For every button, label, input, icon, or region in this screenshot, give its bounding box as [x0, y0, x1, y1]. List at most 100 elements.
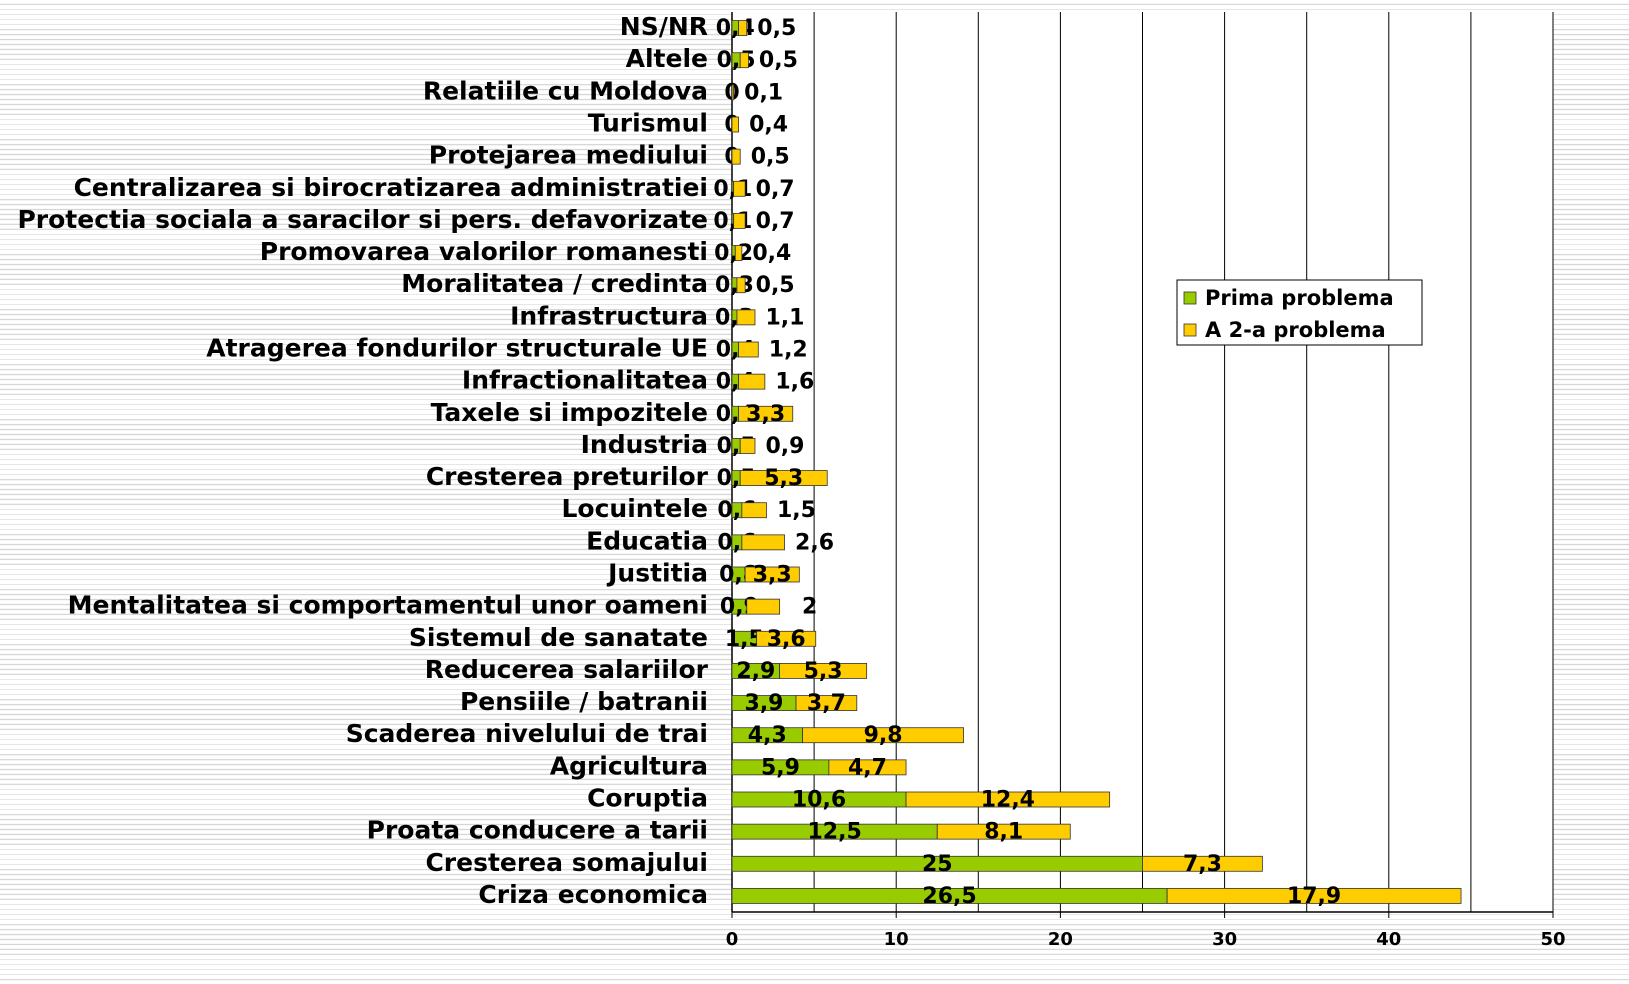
category-label: Cresterea preturilor — [426, 462, 709, 491]
data-label: 17,9 — [1287, 884, 1341, 909]
data-label: 1,2 — [769, 338, 808, 363]
bar-segment — [731, 116, 739, 133]
bar-segment — [731, 84, 735, 101]
category-label: Reducerea salariilor — [425, 655, 709, 684]
bar-segment — [1142, 855, 1263, 872]
data-label: 3,6 — [767, 627, 806, 652]
data-label: 0,1 — [744, 80, 783, 105]
category-label: Educatia — [586, 526, 708, 555]
bar-segment — [741, 534, 785, 551]
data-label: 9,8 — [864, 723, 903, 748]
data-label: 0,5 — [717, 48, 756, 73]
category-label: Scaderea nivelului de trai — [346, 719, 708, 748]
category-label: Atragerea fondurilor structurale UE — [206, 334, 708, 363]
category-label: Protectia sociala a saracilor si pers. d… — [17, 205, 708, 234]
bar-segment — [1166, 888, 1462, 904]
data-label: 0,3 — [715, 273, 754, 298]
data-label: 3,9 — [745, 691, 784, 716]
bar-segment — [738, 341, 759, 358]
category-label: Relatiile cu Moldova — [423, 76, 708, 105]
data-label: 2 — [802, 595, 817, 620]
bar-segment — [828, 759, 907, 776]
category-label: Infrastructura — [510, 301, 708, 330]
category-label: Promovarea valorilor romanesti — [260, 237, 708, 266]
bar-segment — [739, 52, 749, 69]
category-label: Mentalitatea si comportamentul unor oame… — [68, 591, 708, 620]
legend-swatch — [1183, 323, 1197, 337]
data-label: 5,3 — [764, 466, 803, 491]
bar-segment — [739, 438, 756, 454]
bar-segment — [736, 309, 756, 326]
data-label: 0,7 — [756, 177, 795, 202]
category-label: Industria — [581, 430, 708, 459]
data-label: 7,3 — [1183, 852, 1222, 877]
data-label: 12,4 — [981, 788, 1035, 813]
data-label: 5,3 — [804, 659, 843, 684]
data-label: 0,5 — [759, 48, 798, 73]
legend-label: Prima problema — [1205, 286, 1394, 310]
category-label: Cresterea somajului — [425, 848, 708, 877]
data-label: 3,7 — [807, 691, 846, 716]
category-label: Criza economica — [478, 880, 708, 909]
category-label: Moralitatea / credinta — [401, 269, 708, 298]
category-label: Agricultura — [550, 751, 708, 780]
bar-segment — [741, 502, 767, 519]
x-tick-label: 40 — [1376, 929, 1401, 950]
bar-segment — [779, 663, 868, 679]
bar-segment — [905, 791, 1111, 808]
bar-segment — [802, 727, 964, 744]
data-label: 26,5 — [922, 884, 976, 909]
data-label: 0,4 — [749, 113, 788, 138]
data-label: 1,6 — [775, 370, 814, 395]
x-tick-label: 30 — [1212, 929, 1237, 950]
bar-segment — [734, 245, 743, 261]
category-label: Proata conducere a tarii — [367, 816, 708, 845]
x-tick-label: 0 — [726, 929, 739, 950]
bar-segment — [738, 373, 766, 390]
bar-segment — [739, 470, 828, 486]
category-label: Sistemul de sanatate — [409, 623, 708, 652]
data-label: 3,3 — [746, 402, 785, 427]
category-label: Turismul — [588, 109, 708, 138]
data-label: 0,4 — [716, 16, 755, 41]
category-label: Centralizarea si birocratizarea administ… — [74, 173, 708, 202]
data-label: 3,3 — [753, 563, 792, 588]
data-label: 25 — [922, 852, 953, 877]
bar-segment — [795, 695, 858, 711]
x-tick-label: 50 — [1540, 929, 1565, 950]
bar-segment — [746, 598, 781, 615]
data-label: 10,6 — [792, 788, 846, 813]
x-tick-label: 20 — [1048, 929, 1073, 950]
bar-segment — [738, 405, 794, 422]
category-label: Locuintele — [561, 494, 708, 523]
data-label: 1,5 — [777, 498, 816, 523]
data-label: 2,6 — [795, 530, 834, 555]
legend-swatch — [1183, 291, 1197, 305]
legend-label: A 2-a problema — [1205, 318, 1386, 342]
data-label: 0,7 — [756, 209, 795, 234]
data-label: 0,5 — [757, 16, 796, 41]
bar-segment — [733, 213, 746, 229]
category-label: Infractionalitatea — [462, 366, 708, 395]
data-label: 2,9 — [736, 659, 775, 684]
data-label: 0,5 — [751, 145, 790, 170]
category-label: Protejarea mediului — [429, 141, 708, 170]
bar-segment — [736, 277, 746, 294]
category-label: Coruptia — [587, 784, 708, 813]
bar-segment — [733, 180, 746, 197]
data-label: 0,2 — [714, 241, 753, 266]
bar-segment — [738, 20, 748, 36]
data-label: 12,5 — [807, 820, 861, 845]
data-label: 0,5 — [756, 273, 795, 298]
bar-segment — [936, 823, 1071, 840]
x-tick-label: 10 — [884, 929, 909, 950]
data-label: 1,1 — [765, 305, 804, 330]
data-label: 0,9 — [765, 434, 804, 459]
category-label: Altele — [626, 44, 708, 73]
data-label: 0,1 — [713, 209, 752, 234]
data-label: 0,4 — [752, 241, 791, 266]
data-label: 8,1 — [984, 820, 1023, 845]
legend-box — [1176, 279, 1423, 346]
data-label: 4,3 — [748, 723, 787, 748]
